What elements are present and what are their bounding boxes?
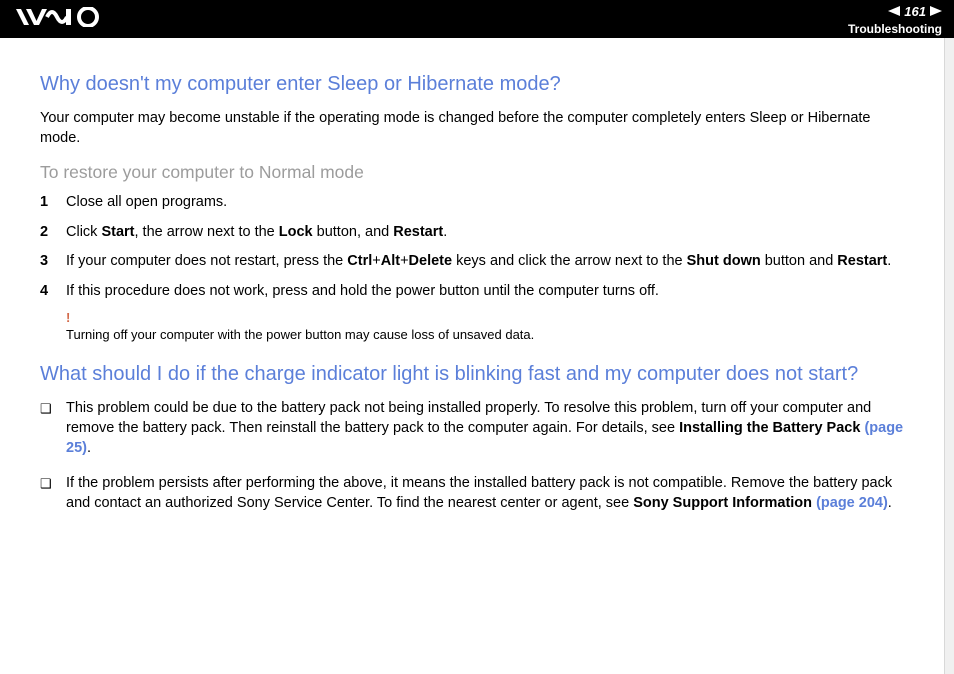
step-text: If your computer does not restart, press… — [66, 252, 914, 272]
bullet-icon: ❑ — [40, 399, 66, 418]
list-item: ❑ This problem could be due to the batte… — [40, 399, 914, 458]
page-content: Why doesn't my computer enter Sleep or H… — [0, 38, 954, 549]
q1-intro: Your computer may become unstable if the… — [40, 109, 914, 148]
list-item: 2 Click Start, the arrow next to the Loc… — [40, 223, 914, 243]
list-item: ❑ If the problem persists after performi… — [40, 474, 914, 513]
q2-bullet-list: ❑ This problem could be due to the batte… — [40, 399, 914, 513]
restore-steps-list: 1 Close all open programs. 2 Click Start… — [40, 193, 914, 301]
page-nav: 161 — [888, 3, 942, 21]
header-right: 161 Troubleshooting — [848, 3, 942, 36]
list-item: 4 If this procedure does not work, press… — [40, 282, 914, 302]
page-number: 161 — [904, 4, 926, 19]
warning-block: ! Turning off your computer with the pow… — [66, 311, 914, 344]
list-item: 1 Close all open programs. — [40, 193, 914, 213]
list-item: 3 If your computer does not restart, pre… — [40, 252, 914, 272]
q1-subheading: To restore your computer to Normal mode — [40, 162, 914, 183]
page-edge-shadow — [944, 38, 954, 674]
prev-page-arrow-icon[interactable] — [888, 3, 900, 21]
step-text: Close all open programs. — [66, 193, 914, 213]
warning-text: Turning off your computer with the power… — [66, 327, 534, 342]
page-ref-link[interactable]: (page 204) — [816, 495, 888, 511]
warning-icon: ! — [66, 311, 914, 324]
question-heading-2: What should I do if the charge indicator… — [40, 362, 914, 387]
step-text: Click Start, the arrow next to the Lock … — [66, 223, 914, 243]
header-bar: 161 Troubleshooting — [0, 0, 954, 38]
step-number: 2 — [40, 223, 66, 243]
next-page-arrow-icon[interactable] — [930, 3, 942, 21]
step-number: 3 — [40, 252, 66, 272]
step-text: If this procedure does not work, press a… — [66, 282, 914, 302]
vaio-logo — [16, 7, 112, 32]
question-heading-1: Why doesn't my computer enter Sleep or H… — [40, 72, 914, 97]
bullet-icon: ❑ — [40, 474, 66, 493]
bullet-text: If the problem persists after performing… — [66, 474, 914, 513]
step-number: 4 — [40, 282, 66, 302]
bullet-text: This problem could be due to the battery… — [66, 399, 914, 458]
section-label: Troubleshooting — [848, 22, 942, 36]
step-number: 1 — [40, 193, 66, 213]
